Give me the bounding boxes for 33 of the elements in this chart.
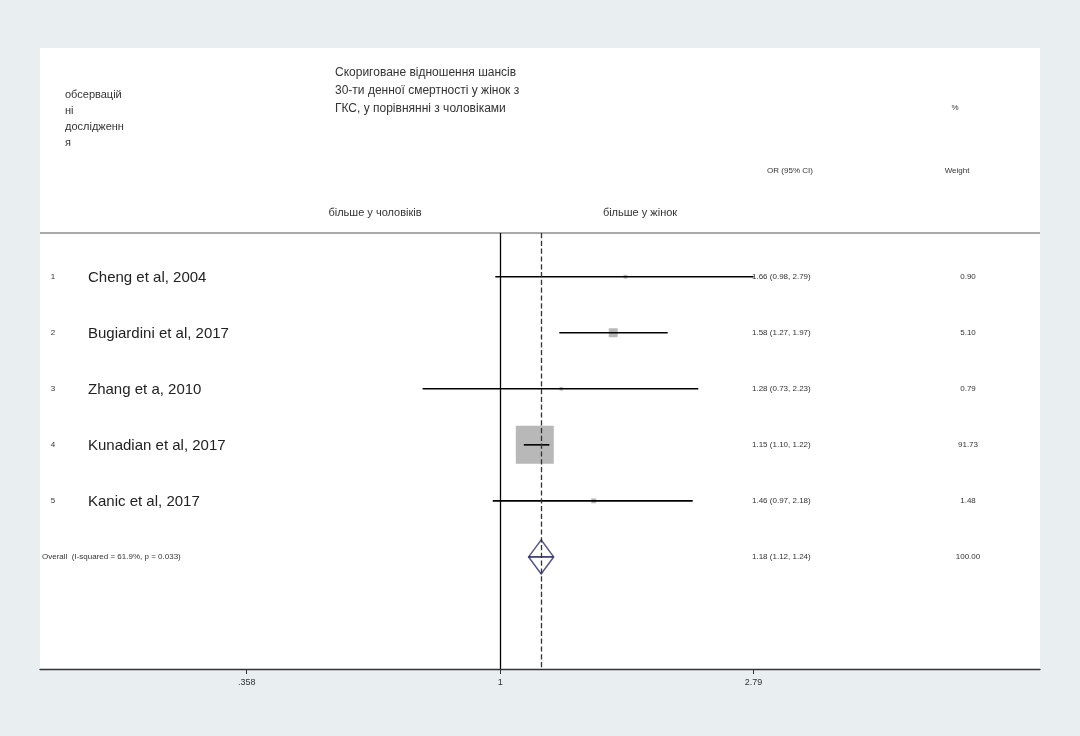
annotation: 5.10: [960, 328, 977, 338]
annotation: 1.46 (0.97, 2.18): [752, 496, 812, 506]
annotation: 0.90: [960, 272, 977, 282]
annotation: 0.79: [960, 384, 977, 394]
text: більше у жінок: [602, 206, 678, 218]
annotation: 1.48: [960, 496, 977, 506]
text: обсерваційні дослідження: [65, 88, 124, 148]
annotation: 4: [50, 440, 56, 450]
annotation: 1.28 (0.73, 2.23): [752, 384, 812, 394]
y-tick-label: Bugiardini et al, 2017: [88, 324, 229, 342]
text: Weight: [944, 165, 971, 175]
chart-title: Скориговане відношення шансів 30-ти денної смертності у жінок з ГКС, у порівнянні з чоловіками: [335, 65, 523, 115]
annotation: 1.58 (1.27, 1.97): [752, 328, 812, 338]
y-tick-label: Kunadian et al, 2017: [88, 436, 226, 454]
text: більше у чоловіків: [328, 206, 422, 218]
annotation: 2: [50, 328, 56, 338]
annotation: 91.73: [957, 440, 979, 450]
annotation: 5: [50, 496, 56, 506]
annotation: 100.00: [955, 552, 981, 562]
annotation: 1.18 (1.12, 1.24): [752, 552, 812, 562]
y-tick-label: Kanic et al, 2017: [88, 492, 200, 510]
x-tick-label: 2.79: [744, 676, 763, 687]
annotation: 1: [50, 272, 56, 282]
x-tick-label: 1: [497, 676, 503, 687]
x-tick-label: .358: [237, 676, 256, 687]
text: OR (95% CI): [767, 165, 814, 175]
y-tick-label: Zhang et a, 2010: [88, 380, 202, 398]
text: %: [951, 102, 959, 112]
annotation: 3: [50, 384, 56, 394]
y-tick-label: Overall (I-squared = 61.9%, p = 0.033): [42, 552, 182, 562]
annotation: 1.15 (1.10, 1.22): [752, 440, 812, 450]
annotation: 1.66 (0.98, 2.79): [752, 272, 812, 282]
y-tick-label: Cheng et al, 2004: [88, 268, 207, 286]
